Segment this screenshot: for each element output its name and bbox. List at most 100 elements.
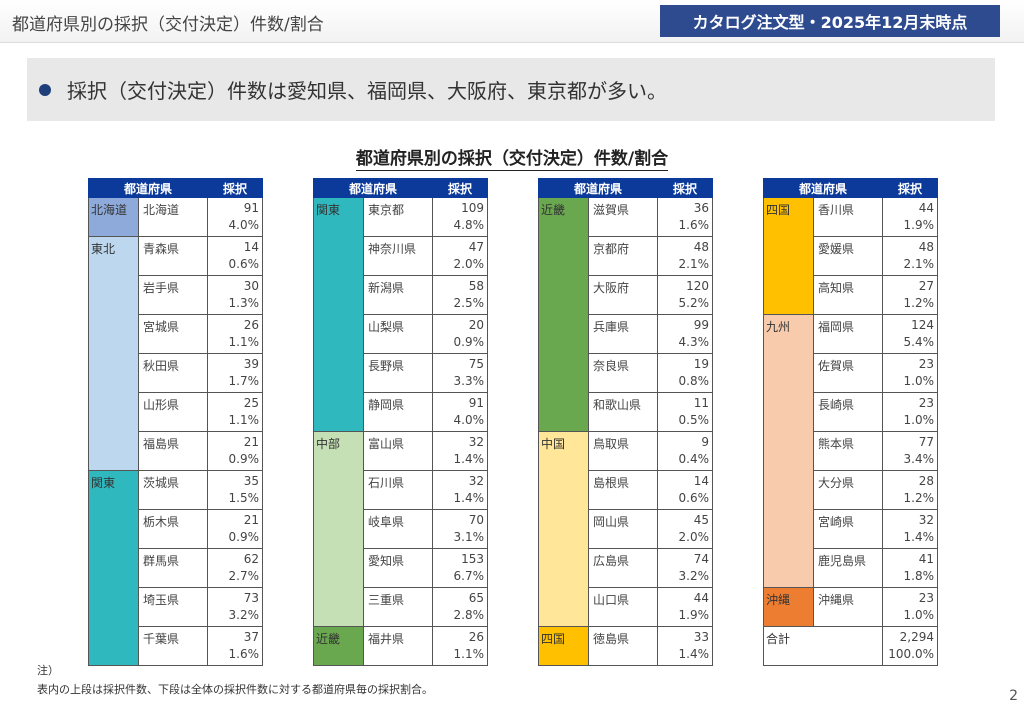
header-prefecture: 都道府県 — [88, 178, 208, 198]
count-cell: 33 1.4% — [657, 626, 713, 666]
prefecture-cell: 石川県 — [363, 470, 433, 510]
count-cell: 30 1.3% — [207, 275, 263, 315]
prefecture-cell: 徳島県 — [588, 626, 658, 666]
count-value: 41 — [918, 552, 934, 566]
prefecture-cell: 埼玉県 — [138, 587, 208, 627]
section-title: 都道府県別の採択（交付決定）件数/割合 — [355, 149, 669, 171]
prefecture-cell: 富山県 — [363, 431, 433, 471]
region-cell: 九州 — [763, 314, 814, 588]
prefecture-cell: 福岡県 — [813, 314, 883, 354]
count-value: 23 — [918, 591, 934, 605]
count-cell: 23 1.0% — [882, 353, 938, 393]
table-row: 高知県 27 1.2% — [764, 275, 938, 315]
count-value: 48 — [693, 240, 709, 254]
prefecture-cell: 愛知県 — [363, 548, 433, 588]
region-cell: 中国 — [538, 431, 589, 627]
count-cell: 26 1.1% — [432, 626, 488, 666]
prefecture-cell: 岡山県 — [588, 509, 658, 549]
count-cell: 28 1.2% — [882, 470, 938, 510]
count-cell: 20 0.9% — [432, 314, 488, 354]
prefecture-cell: 新潟県 — [363, 275, 433, 315]
header-prefecture: 都道府県 — [313, 178, 433, 198]
count-value: 109 — [461, 201, 484, 215]
table-header-row: 都道府県 採択 — [313, 178, 488, 198]
count-cell: 153 6.7% — [432, 548, 488, 588]
footnote: 注） 表内の上段は採択件数、下段は全体の採択件数に対する都道府県毎の採択割合。 — [37, 661, 433, 699]
prefecture-cell: 岐阜県 — [363, 509, 433, 549]
count-cell: 58 2.5% — [432, 275, 488, 315]
count-value: 99 — [693, 318, 709, 332]
table-row: 沖縄 沖縄県 23 1.0% — [763, 587, 938, 627]
share-value: 2.7% — [228, 569, 260, 583]
prefecture-cell: 熊本県 — [813, 431, 883, 471]
table-row: 中国 鳥取県 9 0.4% — [538, 431, 713, 627]
region-cell: 関東 — [313, 197, 364, 432]
table-row: 広島県 74 3.2% — [539, 548, 713, 588]
count-value: 39 — [243, 357, 259, 371]
share-value: 3.4% — [903, 452, 935, 466]
prefecture-cell: 福島県 — [138, 431, 208, 471]
region-cell: 北海道 — [88, 197, 139, 237]
count-value: 28 — [918, 474, 934, 488]
count-cell: 32 1.4% — [432, 470, 488, 510]
count-value: 73 — [243, 591, 259, 605]
count-value: 32 — [918, 513, 934, 527]
header-prefecture: 都道府県 — [538, 178, 658, 198]
prefecture-table: 都道府県 採択 四国 香川県 44 1.9% 愛媛県 48 2.1% 高知県 27 1.2% 九州 福岡県… — [763, 178, 938, 666]
prefecture-cell: 群馬県 — [138, 548, 208, 588]
share-value: 2.5% — [453, 296, 485, 310]
count-value: 26 — [243, 318, 259, 332]
table-row: 山形県 25 1.1% — [89, 392, 263, 432]
date-badge: カタログ注文型・2025年12月末時点 — [660, 5, 1000, 37]
count-value: 9 — [701, 435, 709, 449]
prefecture-cell: 宮崎県 — [813, 509, 883, 549]
prefecture-cell: 山口県 — [588, 587, 658, 627]
count-cell: 77 3.4% — [882, 431, 938, 471]
count-value: 37 — [243, 630, 259, 644]
table-row: 大阪府 120 5.2% — [539, 275, 713, 315]
share-value: 0.8% — [678, 374, 710, 388]
count-cell: 74 3.2% — [657, 548, 713, 588]
count-cell: 21 0.9% — [207, 431, 263, 471]
share-value: 1.5% — [228, 491, 260, 505]
count-cell: 124 5.4% — [882, 314, 938, 354]
prefecture-table: 都道府県 採択 近畿 滋賀県 36 1.6% 京都府 48 2.1% 大阪府 120 5.2% 兵庫県 9… — [538, 178, 713, 666]
count-cell: 73 3.2% — [207, 587, 263, 627]
share-value: 0.4% — [678, 452, 710, 466]
share-value: 1.0% — [903, 413, 935, 427]
region-cell: 沖縄 — [763, 587, 814, 627]
table-row: 宮城県 26 1.1% — [89, 314, 263, 354]
prefecture-cell: 島根県 — [588, 470, 658, 510]
count-value: 33 — [693, 630, 709, 644]
count-cell: 109 4.8% — [432, 197, 488, 237]
prefecture-cell: 山梨県 — [363, 314, 433, 354]
total-count: 2,294 — [899, 630, 934, 644]
count-value: 21 — [243, 435, 259, 449]
region-cell: 関東 — [88, 470, 139, 666]
table-row: 近畿 福井県 26 1.1% — [313, 626, 488, 666]
header-bar: 都道府県別の採択（交付決定）件数/割合 カタログ注文型・2025年12月末時点 — [0, 0, 1024, 43]
table-row: 千葉県 37 1.6% — [89, 626, 263, 666]
header-count: 採択 — [432, 178, 488, 198]
header-count: 採択 — [207, 178, 263, 198]
region-cell: 四国 — [538, 626, 589, 666]
count-value: 35 — [243, 474, 259, 488]
share-value: 0.9% — [228, 530, 260, 544]
region-cell: 近畿 — [538, 197, 589, 432]
table-header-row: 都道府県 採択 — [538, 178, 713, 198]
table-row: 九州 福岡県 124 5.4% — [763, 314, 938, 588]
share-value: 0.6% — [678, 491, 710, 505]
share-value: 0.5% — [678, 413, 710, 427]
count-cell: 11 0.5% — [657, 392, 713, 432]
footnote-text: 表内の上段は採択件数、下段は全体の採択件数に対する都道府県毎の採択割合。 — [37, 683, 433, 696]
table-row: 関東 東京都 109 4.8% — [313, 197, 488, 432]
prefecture-cell: 岩手県 — [138, 275, 208, 315]
share-value: 4.8% — [453, 218, 485, 232]
count-cell: 32 1.4% — [882, 509, 938, 549]
table-row: 山口県 44 1.9% — [539, 587, 713, 627]
header-count: 採択 — [657, 178, 713, 198]
share-value: 5.2% — [678, 296, 710, 310]
count-cell: 48 2.1% — [657, 236, 713, 276]
count-cell: 39 1.7% — [207, 353, 263, 393]
share-value: 2.1% — [678, 257, 710, 271]
